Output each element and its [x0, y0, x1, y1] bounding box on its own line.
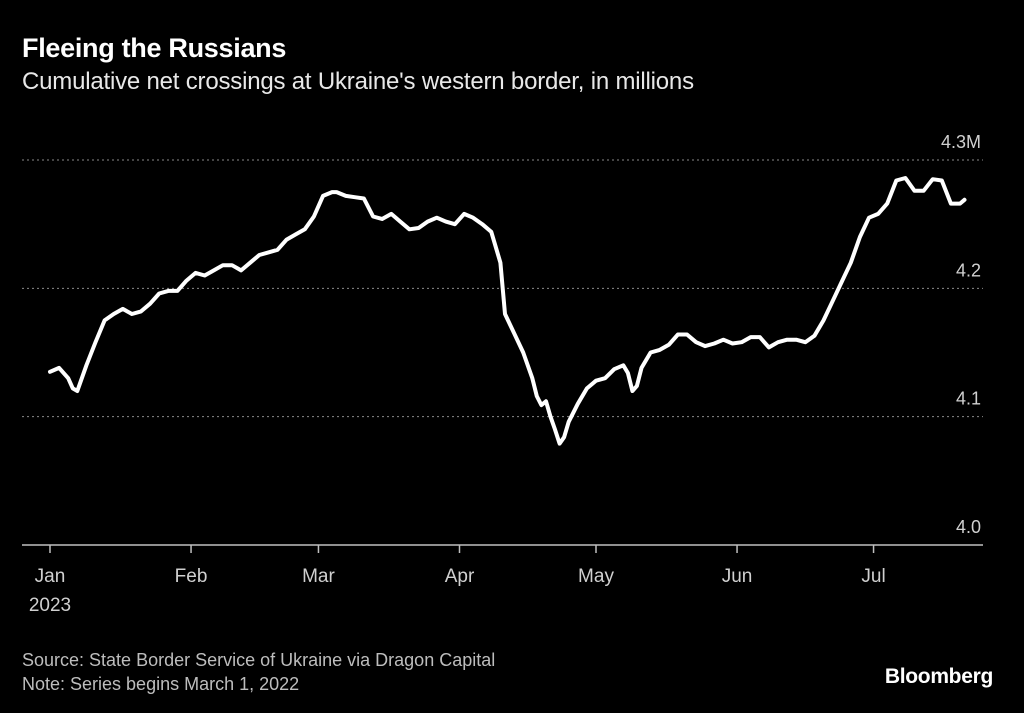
y-axis-labels: 4.0 4.1 4.2 4.3M: [941, 132, 981, 537]
x-tick-label-0: Jan: [35, 566, 66, 587]
x-tick-label-5: Jun: [722, 566, 753, 587]
source-text: Source: State Border Service of Ukraine …: [22, 650, 496, 670]
chart-title: Fleeing the Russians: [22, 33, 287, 63]
y-tick-label-1: 4.1: [956, 389, 981, 409]
x-tick-label-4: May: [578, 566, 614, 587]
y-tick-label-0: 4.0: [956, 517, 981, 537]
series-layer: [48, 176, 967, 446]
chart-subtitle: Cumulative net crossings at Ukraine's we…: [22, 68, 694, 95]
y-tick-label-3: 4.3M: [941, 132, 981, 152]
x-tick-label-6: Jul: [861, 566, 885, 587]
x-tick-sublabel-0: 2023: [29, 595, 71, 616]
bloomberg-logo: Bloomberg: [884, 665, 993, 688]
y-tick-label-2: 4.2: [956, 260, 981, 280]
x-axis: Jan 2023 Feb Mar Apr May Jun Jul: [22, 544, 983, 616]
chart-footer: Source: State Border Service of Ukraine …: [22, 648, 495, 696]
line-chart: 4.0 4.1 4.2 4.3M Jan 2023 Feb Mar Apr May Jun Jul: [22, 132, 983, 616]
x-tick-label-2: Mar: [302, 566, 335, 587]
note-text: Note: Series begins March 1, 2022: [22, 674, 300, 694]
series-line-0: [48, 176, 967, 446]
x-tick-label-3: Apr: [445, 566, 475, 587]
x-tick-label-1: Feb: [175, 566, 208, 587]
